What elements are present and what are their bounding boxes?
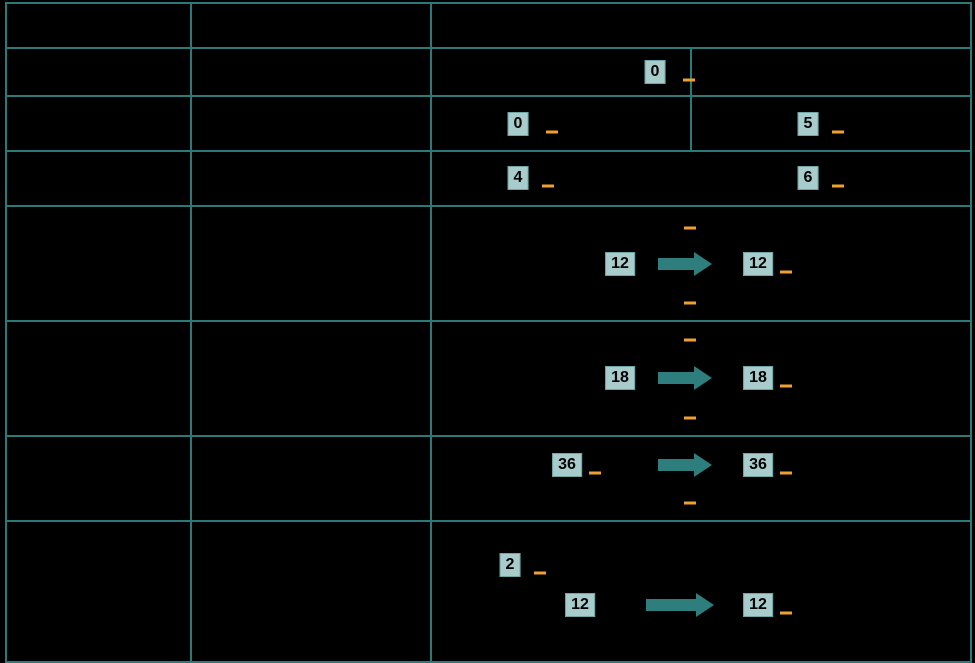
cursor-r4-bot <box>684 302 696 305</box>
value-badge-r5-v18b: 18 <box>743 366 773 390</box>
arrow-shaft-icon <box>658 459 694 471</box>
grid-hline-6 <box>5 435 970 437</box>
grid-hline-3 <box>5 150 970 152</box>
cursor-r2-v5 <box>832 131 844 134</box>
value-badge-r6-v36b: 36 <box>743 453 773 477</box>
cursor-r7-v12b <box>780 612 792 615</box>
cursor-r6-v36b <box>780 472 792 475</box>
arrow-head-icon <box>694 252 712 276</box>
cursor-r4-v12b <box>780 271 792 274</box>
value-badge-r4-v12a: 12 <box>605 252 635 276</box>
arrow-shaft-icon <box>646 599 696 611</box>
grid-vline-3 <box>970 2 972 663</box>
grid-hline-7 <box>5 520 970 522</box>
arrow-head-icon <box>694 453 712 477</box>
cursor-r3-v4 <box>542 185 554 188</box>
cursor-r5-top <box>684 339 696 342</box>
grid-hline-2 <box>5 95 970 97</box>
arrow-shaft-icon <box>658 372 694 384</box>
cursor-r6-bot <box>684 502 696 505</box>
grid-hline-1 <box>5 47 970 49</box>
cursor-r6-v36a <box>589 472 601 475</box>
cursor-r5-v18b <box>780 385 792 388</box>
value-badge-r3-v6: 6 <box>798 166 819 190</box>
value-badge-r2-v0: 0 <box>508 112 529 136</box>
arrow-head-icon <box>694 366 712 390</box>
grid-inner-vline-row2 <box>690 95 692 150</box>
value-badge-r1-v0: 0 <box>645 60 666 84</box>
grid-vline-0 <box>5 2 7 663</box>
grid-inner-vline-row1 <box>690 47 692 95</box>
cursor-r5-bot <box>684 417 696 420</box>
value-badge-r7-v12b: 12 <box>743 593 773 617</box>
cursor-r4-top <box>684 227 696 230</box>
value-badge-r2-v5: 5 <box>798 112 819 136</box>
value-badge-r7-v12a: 12 <box>565 593 595 617</box>
grid-hline-0 <box>5 2 970 4</box>
grid-vline-1 <box>190 2 192 663</box>
value-badge-r7-v2: 2 <box>500 553 521 577</box>
diagram-grid: 0 0 5 4 6 12 12 18 18 36 36 2 12 12 <box>0 0 975 663</box>
value-badge-r5-v18a: 18 <box>605 366 635 390</box>
grid-hline-5 <box>5 320 970 322</box>
value-badge-r4-v12b: 12 <box>743 252 773 276</box>
cursor-r2-v0 <box>546 131 558 134</box>
arrow-shaft-icon <box>658 258 694 270</box>
value-badge-r3-v4: 4 <box>508 166 529 190</box>
grid-vline-2 <box>430 2 432 663</box>
cursor-r7-v2 <box>534 572 546 575</box>
grid-hline-4 <box>5 205 970 207</box>
cursor-r3-v6 <box>832 185 844 188</box>
cursor-r1-v0 <box>683 79 695 82</box>
value-badge-r6-v36a: 36 <box>552 453 582 477</box>
arrow-head-icon <box>696 593 714 617</box>
